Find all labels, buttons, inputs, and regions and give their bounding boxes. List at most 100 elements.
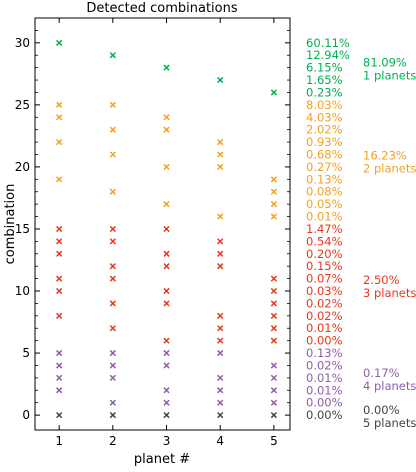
data-point-marker (217, 151, 224, 158)
data-point-marker (163, 362, 170, 369)
data-point-marker (109, 300, 116, 307)
data-point-marker (56, 138, 63, 146)
data-point-marker (270, 201, 278, 208)
x-axis: 1 2 3 4 5 (55, 18, 278, 448)
x-tick-label: 3 (163, 434, 171, 448)
data-point-marker (270, 275, 278, 282)
data-point-marker (217, 312, 224, 319)
group-total-percentage: 16.23% (363, 149, 407, 163)
data-point-marker (270, 362, 278, 369)
data-point-marker (270, 387, 278, 394)
data-point-marker (163, 225, 170, 233)
group-label: 5 planets (363, 416, 416, 430)
data-point-marker (109, 362, 116, 369)
data-point-marker (163, 349, 170, 357)
data-point-marker (56, 374, 63, 382)
data-point-marker (217, 138, 224, 146)
combination-percentage: 0.27% (306, 160, 343, 174)
y-tick-label: 30 (15, 36, 30, 50)
combination-percentage: 0.01% (306, 371, 343, 385)
data-point-marker (217, 411, 224, 419)
group-total-percentage: 0.17% (363, 366, 400, 380)
data-point-marker (163, 201, 170, 208)
data-point-marker (217, 76, 224, 84)
combination-percentage: 0.02% (306, 296, 343, 310)
combination-percentage: 0.00% (306, 396, 343, 410)
data-point-marker (163, 114, 170, 121)
data-point-marker (163, 399, 170, 406)
x-axis-label: planet # (134, 452, 190, 467)
data-point-marker (217, 238, 224, 245)
data-point-marker (270, 213, 278, 220)
data-point-marker (217, 163, 224, 171)
y-tick-label: 20 (15, 160, 30, 174)
y-tick-label: 5 (22, 346, 30, 360)
combination-percentage: 0.08% (306, 185, 343, 199)
data-point-marker (217, 387, 224, 394)
data-point-marker (56, 387, 63, 394)
data-point-marker (109, 325, 116, 332)
combination-percentage: 2.02% (306, 123, 343, 137)
data-point-marker (56, 349, 63, 357)
data-point-marker (163, 250, 170, 257)
data-point-marker (109, 275, 116, 282)
combination-percentage: 0.00% (306, 334, 343, 348)
x-tick-label: 2 (109, 434, 117, 448)
data-point-marker (163, 126, 170, 133)
data-point-marker (217, 325, 224, 332)
data-point-marker (270, 325, 278, 332)
y-tick-label: 0 (22, 408, 30, 422)
data-point-marker (270, 300, 278, 307)
data-point-marker (56, 176, 63, 183)
data-point-marker (163, 337, 170, 344)
data-point-marker (109, 349, 116, 357)
data-point-marker (163, 263, 170, 270)
data-point-marker (270, 312, 278, 319)
data-point-marker (217, 399, 224, 406)
combination-percentage: 12.94% (306, 48, 350, 62)
data-point-marker (217, 374, 224, 382)
combination-percentage: 0.03% (306, 284, 343, 298)
group-label: 1 planets (363, 69, 416, 83)
group-total-percentage: 81.09% (363, 56, 407, 70)
group-label: 3 planets (363, 286, 416, 300)
group-total-percentage: 0.00% (363, 403, 400, 417)
data-point-marker (109, 188, 116, 195)
combination-percentage: 0.15% (306, 259, 343, 273)
data-point-marker (56, 39, 63, 46)
combination-percentage: 6.15% (306, 61, 343, 75)
data-point-marker (270, 337, 278, 344)
data-point-marker (109, 411, 116, 419)
data-point-marker (56, 225, 63, 233)
data-point-marker (217, 349, 224, 357)
data-point-marker (56, 411, 63, 419)
y-axis-label: combination (3, 184, 18, 265)
group-label: 2 planets (363, 162, 416, 176)
data-point-marker (109, 52, 116, 59)
group-label: 4 planets (363, 379, 416, 393)
data-point-marker (270, 399, 278, 406)
data-point-marker (109, 225, 116, 233)
combination-percentage: 0.54% (306, 234, 343, 248)
data-point-marker (217, 263, 224, 270)
data-point-marker (163, 64, 170, 71)
combination-percentage: 0.20% (306, 247, 343, 261)
combination-percentage: 0.13% (306, 346, 343, 360)
data-point-marker (270, 176, 278, 183)
x-tick-label: 1 (55, 434, 63, 448)
combination-percentage: 1.65% (306, 73, 343, 87)
data-point-marker (163, 287, 170, 295)
data-point-marker (56, 114, 63, 121)
data-point-marker (109, 238, 116, 245)
markers-layer (56, 39, 278, 419)
combination-percentage: 0.05% (306, 197, 343, 211)
data-point-marker (109, 374, 116, 382)
combination-percentage: 0.01% (306, 321, 343, 335)
data-point-marker (163, 300, 170, 307)
y-axis: 0 5 10 15 20 25 30 (15, 30, 290, 422)
data-point-marker (163, 411, 170, 419)
combination-percentage: 0.00% (306, 408, 343, 422)
data-point-marker (270, 89, 278, 96)
combination-percentage: 0.01% (306, 210, 343, 224)
